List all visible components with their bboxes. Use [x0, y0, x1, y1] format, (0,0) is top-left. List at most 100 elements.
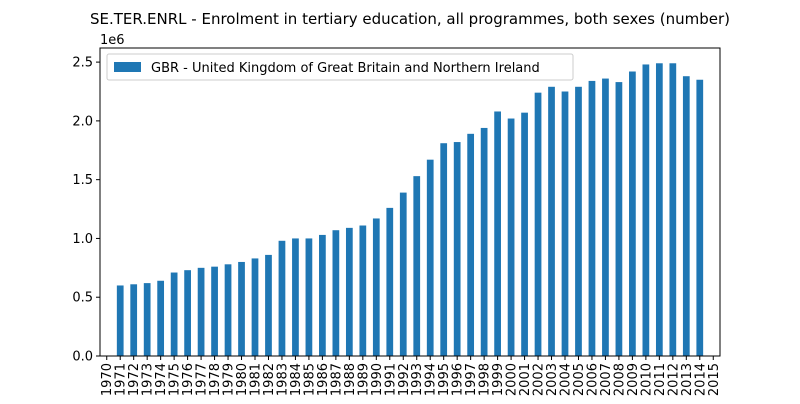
x-tick-label: 1988 — [343, 363, 358, 396]
x-tick-label: 1980 — [235, 363, 250, 396]
bar-1994 — [426, 159, 434, 356]
y-tick-label: 2.0 — [72, 114, 93, 129]
x-tick-label: 2001 — [518, 363, 533, 396]
bar-2000 — [507, 118, 515, 356]
bar-2012 — [669, 63, 677, 356]
bar-1974 — [157, 280, 165, 356]
bar-2009 — [629, 71, 636, 356]
x-tick-label: 1982 — [262, 363, 277, 396]
bar-1976 — [184, 270, 191, 356]
bar-1977 — [197, 267, 205, 356]
x-tick-label: 1970 — [100, 363, 115, 396]
x-tick-label: 1989 — [356, 363, 371, 396]
bar-1973 — [143, 283, 151, 356]
x-tick-label: 1976 — [181, 363, 196, 396]
x-tick-label: 1987 — [329, 363, 344, 396]
bar-1988 — [345, 227, 353, 356]
y-axis-offset-label: 1e6 — [100, 33, 125, 48]
y-tick-label: 1.0 — [72, 232, 93, 247]
bar-1985 — [305, 238, 313, 356]
legend-label: GBR - United Kingdom of Great Britain an… — [151, 61, 540, 76]
axes-layer: 0.00.51.01.52.02.51970197119721973197419… — [72, 47, 722, 396]
x-tick-label: 1993 — [410, 363, 425, 396]
x-tick-label: 1998 — [478, 363, 493, 396]
bar-1975 — [170, 272, 178, 356]
x-tick-label: 2015 — [707, 363, 722, 396]
bar-2010 — [642, 64, 650, 357]
bar-1992 — [399, 192, 407, 356]
x-tick-label: 1990 — [370, 363, 385, 396]
bar-1998 — [480, 127, 488, 356]
bar-1984 — [292, 238, 299, 356]
x-tick-label: 1994 — [424, 363, 439, 396]
bar-1996 — [453, 142, 461, 356]
bar-1991 — [386, 207, 394, 356]
bars-layer — [116, 63, 704, 357]
x-tick-label: 1997 — [464, 363, 479, 396]
x-tick-label: 1992 — [397, 363, 412, 396]
x-tick-label: 1977 — [195, 363, 210, 396]
x-tick-label: 1995 — [437, 363, 452, 396]
bar-2004 — [561, 91, 569, 356]
bar-1978 — [211, 266, 218, 356]
x-tick-label: 2011 — [653, 363, 668, 396]
x-tick-label: 2010 — [639, 363, 654, 396]
bar-1987 — [332, 230, 340, 356]
bar-1995 — [440, 143, 448, 356]
x-tick-label: 2012 — [666, 363, 681, 396]
bar-1979 — [224, 264, 232, 356]
bar-1999 — [494, 111, 501, 356]
bar-1982 — [265, 254, 272, 356]
bar-2014 — [696, 79, 704, 357]
bar-1990 — [372, 218, 380, 356]
bar-2013 — [682, 76, 690, 357]
x-tick-label: 2004 — [559, 363, 574, 396]
x-tick-label: 1999 — [491, 363, 506, 396]
x-tick-label: 1972 — [127, 363, 142, 396]
x-tick-label: 1986 — [316, 363, 331, 396]
bar-2006 — [588, 80, 596, 357]
legend-frame — [106, 53, 574, 81]
y-tick-label: 0.5 — [72, 291, 93, 306]
x-tick-label: 1985 — [302, 363, 317, 396]
x-tick-label: 2003 — [545, 363, 560, 396]
x-tick-label: 1974 — [154, 363, 169, 396]
x-tick-label: 2013 — [680, 363, 695, 396]
bar-1980 — [238, 261, 245, 356]
chart-title: SE.TER.ENRL - Enrolment in tertiary educ… — [90, 10, 730, 28]
x-tick-label: 1984 — [289, 363, 304, 396]
x-tick-label: 2002 — [532, 363, 547, 396]
x-tick-label: 2009 — [626, 363, 641, 396]
bar-2008 — [615, 82, 623, 356]
bar-1983 — [278, 240, 286, 356]
legend: GBR - United Kingdom of Great Britain an… — [106, 53, 574, 81]
x-tick-label: 1978 — [208, 363, 223, 396]
bar-1986 — [319, 234, 326, 356]
bar-2001 — [521, 112, 528, 356]
x-tick-label: 2008 — [612, 363, 627, 396]
x-tick-label: 2000 — [505, 363, 520, 396]
plot-frame — [99, 47, 721, 357]
bar-1972 — [130, 284, 138, 356]
x-tick-label: 2005 — [572, 363, 587, 396]
legend-swatch — [114, 62, 141, 72]
x-tick-label: 2006 — [585, 363, 600, 396]
x-tick-label: 1981 — [249, 363, 264, 396]
x-tick-label: 2014 — [693, 363, 708, 396]
bar-1989 — [359, 225, 367, 356]
x-tick-label: 1983 — [275, 363, 290, 396]
bar-1993 — [413, 176, 421, 356]
bar-2002 — [534, 92, 542, 357]
x-tick-label: 2007 — [599, 363, 614, 396]
bar-2005 — [575, 86, 582, 356]
x-tick-label: 1975 — [168, 363, 183, 396]
x-tick-label: 1973 — [141, 363, 156, 396]
x-tick-label: 1979 — [222, 363, 237, 396]
bar-1971 — [116, 285, 124, 356]
y-tick-label: 1.5 — [72, 173, 93, 188]
bar-1981 — [251, 258, 259, 356]
x-tick-label: 1971 — [114, 363, 129, 396]
bar-2007 — [602, 78, 609, 356]
